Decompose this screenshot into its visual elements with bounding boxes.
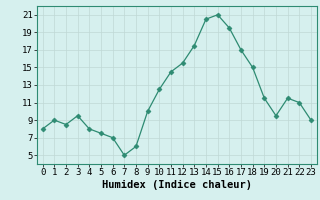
X-axis label: Humidex (Indice chaleur): Humidex (Indice chaleur) [102,180,252,190]
